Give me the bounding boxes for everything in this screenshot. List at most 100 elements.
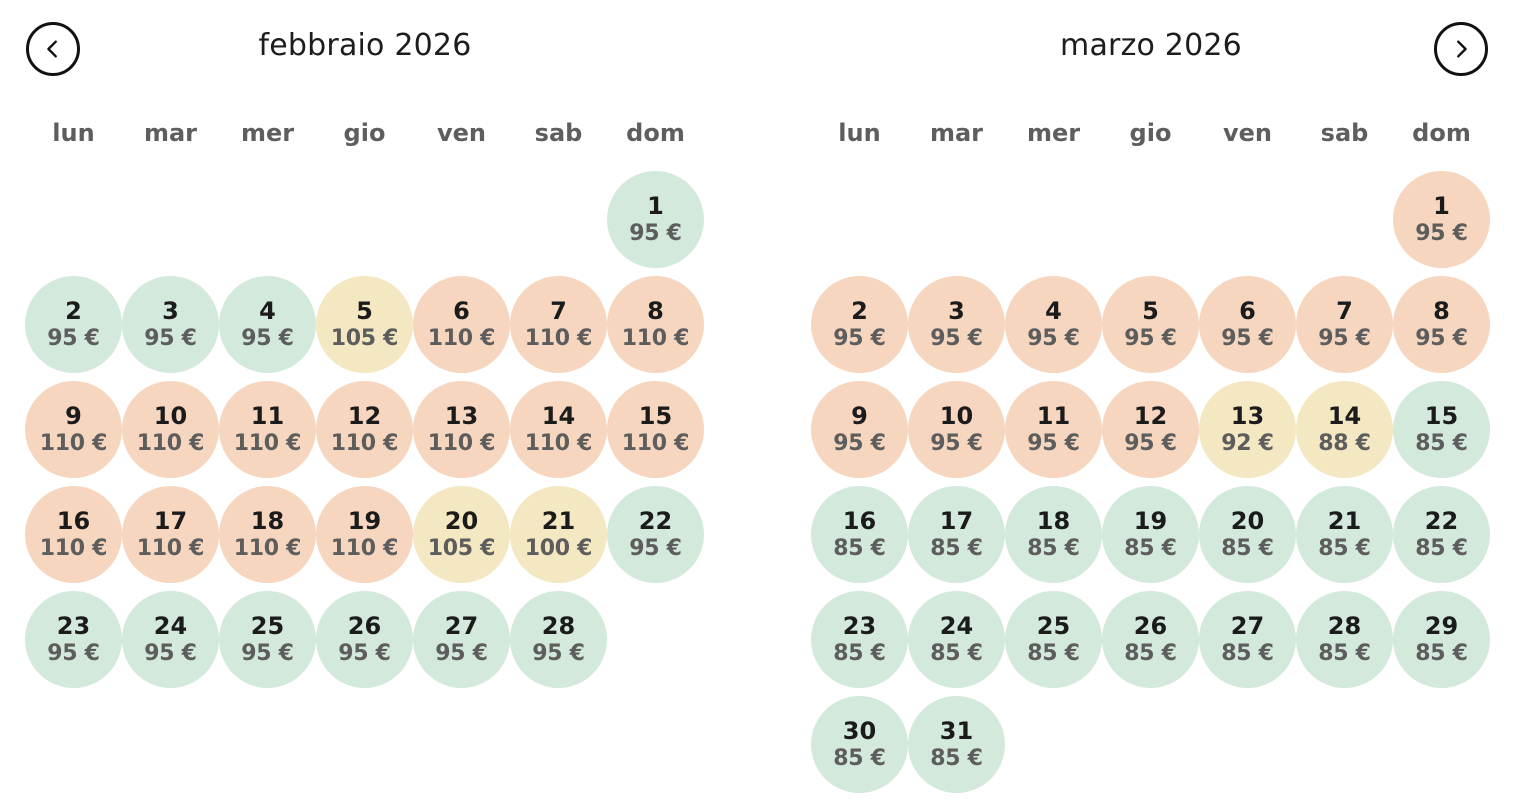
day-button[interactable]: 7 95 € bbox=[1296, 276, 1393, 373]
day-price: 85 € bbox=[930, 745, 983, 771]
day-button[interactable]: 21 100 € bbox=[510, 486, 607, 583]
day-button[interactable]: 4 95 € bbox=[1005, 276, 1102, 373]
day-button[interactable]: 4 95 € bbox=[219, 276, 316, 373]
day-button[interactable]: 2 95 € bbox=[811, 276, 908, 373]
day-button[interactable]: 15 85 € bbox=[1393, 381, 1490, 478]
next-month-button[interactable] bbox=[1434, 22, 1488, 76]
day-number: 17 bbox=[153, 506, 188, 535]
day-button[interactable]: 19 110 € bbox=[316, 486, 413, 583]
day-button[interactable]: 22 85 € bbox=[1393, 486, 1490, 583]
day-cell: 6 95 € bbox=[1199, 276, 1296, 381]
day-button[interactable]: 30 85 € bbox=[811, 696, 908, 793]
day-button[interactable]: 5 105 € bbox=[316, 276, 413, 373]
prev-month-button[interactable] bbox=[26, 22, 80, 76]
day-number: 11 bbox=[1036, 401, 1071, 430]
day-button[interactable]: 20 85 € bbox=[1199, 486, 1296, 583]
day-price: 92 € bbox=[1221, 430, 1274, 456]
day-number: 3 bbox=[948, 296, 965, 325]
day-price: 100 € bbox=[524, 535, 593, 561]
day-button[interactable]: 23 85 € bbox=[811, 591, 908, 688]
day-number: 9 bbox=[65, 401, 82, 430]
day-button[interactable]: 5 95 € bbox=[1102, 276, 1199, 373]
month-title: marzo 2026 bbox=[1060, 28, 1242, 63]
day-button[interactable]: 14 88 € bbox=[1296, 381, 1393, 478]
day-button[interactable]: 12 95 € bbox=[1102, 381, 1199, 478]
day-cell: 9 110 € bbox=[25, 381, 122, 486]
day-button[interactable]: 18 110 € bbox=[219, 486, 316, 583]
day-cell: 16 110 € bbox=[25, 486, 122, 591]
day-button[interactable]: 27 95 € bbox=[413, 591, 510, 688]
day-button[interactable]: 8 95 € bbox=[1393, 276, 1490, 373]
day-price: 110 € bbox=[136, 430, 205, 456]
day-button[interactable]: 25 95 € bbox=[219, 591, 316, 688]
day-button[interactable]: 17 110 € bbox=[122, 486, 219, 583]
day-number: 10 bbox=[153, 401, 188, 430]
day-button[interactable]: 23 95 € bbox=[25, 591, 122, 688]
day-cell: 17 110 € bbox=[122, 486, 219, 591]
day-cell: 7 95 € bbox=[1296, 276, 1393, 381]
day-button[interactable]: 11 110 € bbox=[219, 381, 316, 478]
day-button[interactable]: 11 95 € bbox=[1005, 381, 1102, 478]
day-button[interactable]: 16 110 € bbox=[25, 486, 122, 583]
day-button[interactable]: 2 95 € bbox=[25, 276, 122, 373]
day-button[interactable]: 26 85 € bbox=[1102, 591, 1199, 688]
day-button[interactable]: 6 95 € bbox=[1199, 276, 1296, 373]
weekday-header-row: lun mar mer gio ven sab dom bbox=[811, 116, 1491, 150]
day-button[interactable]: 26 95 € bbox=[316, 591, 413, 688]
day-cell: 12 110 € bbox=[316, 381, 413, 486]
day-button[interactable]: 28 85 € bbox=[1296, 591, 1393, 688]
day-cell: 18 85 € bbox=[1005, 486, 1102, 591]
day-button[interactable]: 22 95 € bbox=[607, 486, 704, 583]
day-number: 29 bbox=[1424, 611, 1459, 640]
day-button[interactable]: 1 95 € bbox=[1393, 171, 1490, 268]
day-button[interactable]: 13 110 € bbox=[413, 381, 510, 478]
day-button[interactable]: 19 85 € bbox=[1102, 486, 1199, 583]
day-price: 110 € bbox=[330, 430, 399, 456]
day-cell: 14 110 € bbox=[510, 381, 607, 486]
weekday-label: lun bbox=[838, 119, 881, 147]
day-button[interactable]: 3 95 € bbox=[122, 276, 219, 373]
day-button[interactable]: 7 110 € bbox=[510, 276, 607, 373]
day-cell: 20 85 € bbox=[1199, 486, 1296, 591]
day-button[interactable]: 27 85 € bbox=[1199, 591, 1296, 688]
day-number: 26 bbox=[347, 611, 382, 640]
day-cell: 4 95 € bbox=[1005, 276, 1102, 381]
day-number: 23 bbox=[842, 611, 877, 640]
day-button[interactable]: 16 85 € bbox=[811, 486, 908, 583]
day-price: 85 € bbox=[1027, 535, 1080, 561]
day-button[interactable]: 28 95 € bbox=[510, 591, 607, 688]
day-cell: 27 95 € bbox=[413, 591, 510, 696]
day-button[interactable]: 6 110 € bbox=[413, 276, 510, 373]
day-button[interactable]: 21 85 € bbox=[1296, 486, 1393, 583]
day-button[interactable]: 17 85 € bbox=[908, 486, 1005, 583]
day-price: 95 € bbox=[241, 325, 294, 351]
day-button[interactable]: 3 95 € bbox=[908, 276, 1005, 373]
day-button[interactable]: 29 85 € bbox=[1393, 591, 1490, 688]
day-number: 5 bbox=[1142, 296, 1159, 325]
day-button[interactable]: 14 110 € bbox=[510, 381, 607, 478]
day-button[interactable]: 15 110 € bbox=[607, 381, 704, 478]
day-button[interactable]: 1 95 € bbox=[607, 171, 704, 268]
day-button[interactable]: 24 95 € bbox=[122, 591, 219, 688]
day-cell: 24 95 € bbox=[122, 591, 219, 696]
day-button[interactable]: 8 110 € bbox=[607, 276, 704, 373]
day-button[interactable]: 12 110 € bbox=[316, 381, 413, 478]
day-button[interactable]: 31 85 € bbox=[908, 696, 1005, 793]
day-button[interactable]: 10 110 € bbox=[122, 381, 219, 478]
day-price: 95 € bbox=[629, 535, 682, 561]
day-button[interactable]: 24 85 € bbox=[908, 591, 1005, 688]
day-price: 95 € bbox=[1124, 430, 1177, 456]
day-button[interactable]: 18 85 € bbox=[1005, 486, 1102, 583]
day-button[interactable]: 9 110 € bbox=[25, 381, 122, 478]
day-button[interactable]: 20 105 € bbox=[413, 486, 510, 583]
day-button[interactable]: 10 95 € bbox=[908, 381, 1005, 478]
day-cell: 10 110 € bbox=[122, 381, 219, 486]
day-button[interactable]: 9 95 € bbox=[811, 381, 908, 478]
day-cell: 13 110 € bbox=[413, 381, 510, 486]
day-cell: 30 85 € bbox=[811, 696, 908, 801]
day-button[interactable]: 25 85 € bbox=[1005, 591, 1102, 688]
day-cell: 5 95 € bbox=[1102, 276, 1199, 381]
day-cell: 25 85 € bbox=[1005, 591, 1102, 696]
day-number: 19 bbox=[347, 506, 382, 535]
day-button[interactable]: 13 92 € bbox=[1199, 381, 1296, 478]
